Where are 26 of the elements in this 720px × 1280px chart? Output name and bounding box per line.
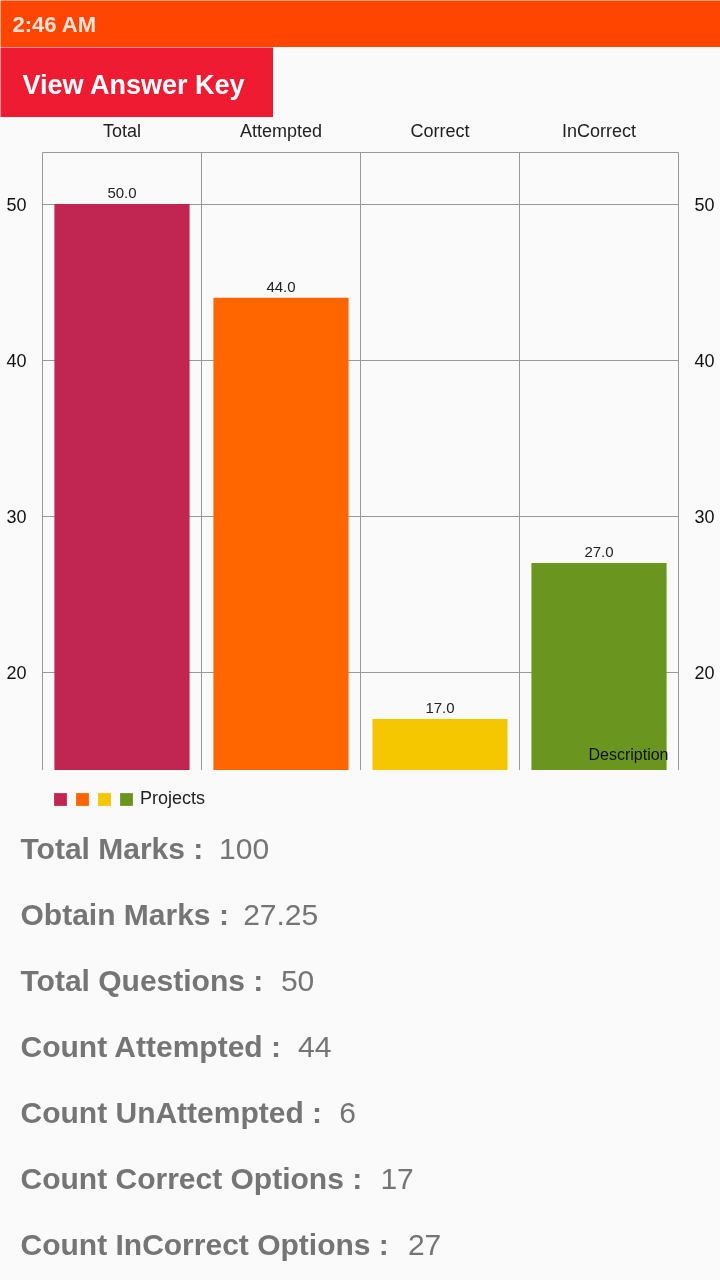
data-label: 27.0 [584,542,614,560]
data-label: 17.0 [425,699,455,716]
text: Count Attempted : 44 [20,1029,332,1063]
y-tick-label: 40 [6,350,27,371]
x-tick-label: Total [102,120,142,141]
data-label: 50.0 [107,184,137,201]
x-tick-label: Attempted [239,120,323,141]
y-tick-label: 30 [6,506,27,527]
text: Count UnAttempted : 6 [20,1095,356,1129]
legend-label: Projects [140,788,206,809]
y-tick-label: 20 [6,662,27,683]
text: Obtain Marks : 27.25 [20,897,319,931]
y-tick-label: 50 [6,194,27,215]
text: 2:46 AM [12,12,97,37]
x-tick-label: InCorrect [561,120,637,141]
y2-tick-label: 50 [694,194,715,215]
text: View Answer Key [22,69,245,100]
y2-tick-label: 40 [694,350,715,371]
text: Total Marks : 100 [20,831,270,865]
data-label: 44.0 [266,277,296,295]
text: Count InCorrect Options : 27 [20,1227,442,1261]
y2-tick-label: 20 [694,662,715,683]
text: Count Correct Options : 17 [20,1161,414,1195]
x-tick-label: Correct [410,120,470,141]
text: Total Questions : 50 [20,963,315,997]
y2-tick-label: 30 [694,506,715,527]
